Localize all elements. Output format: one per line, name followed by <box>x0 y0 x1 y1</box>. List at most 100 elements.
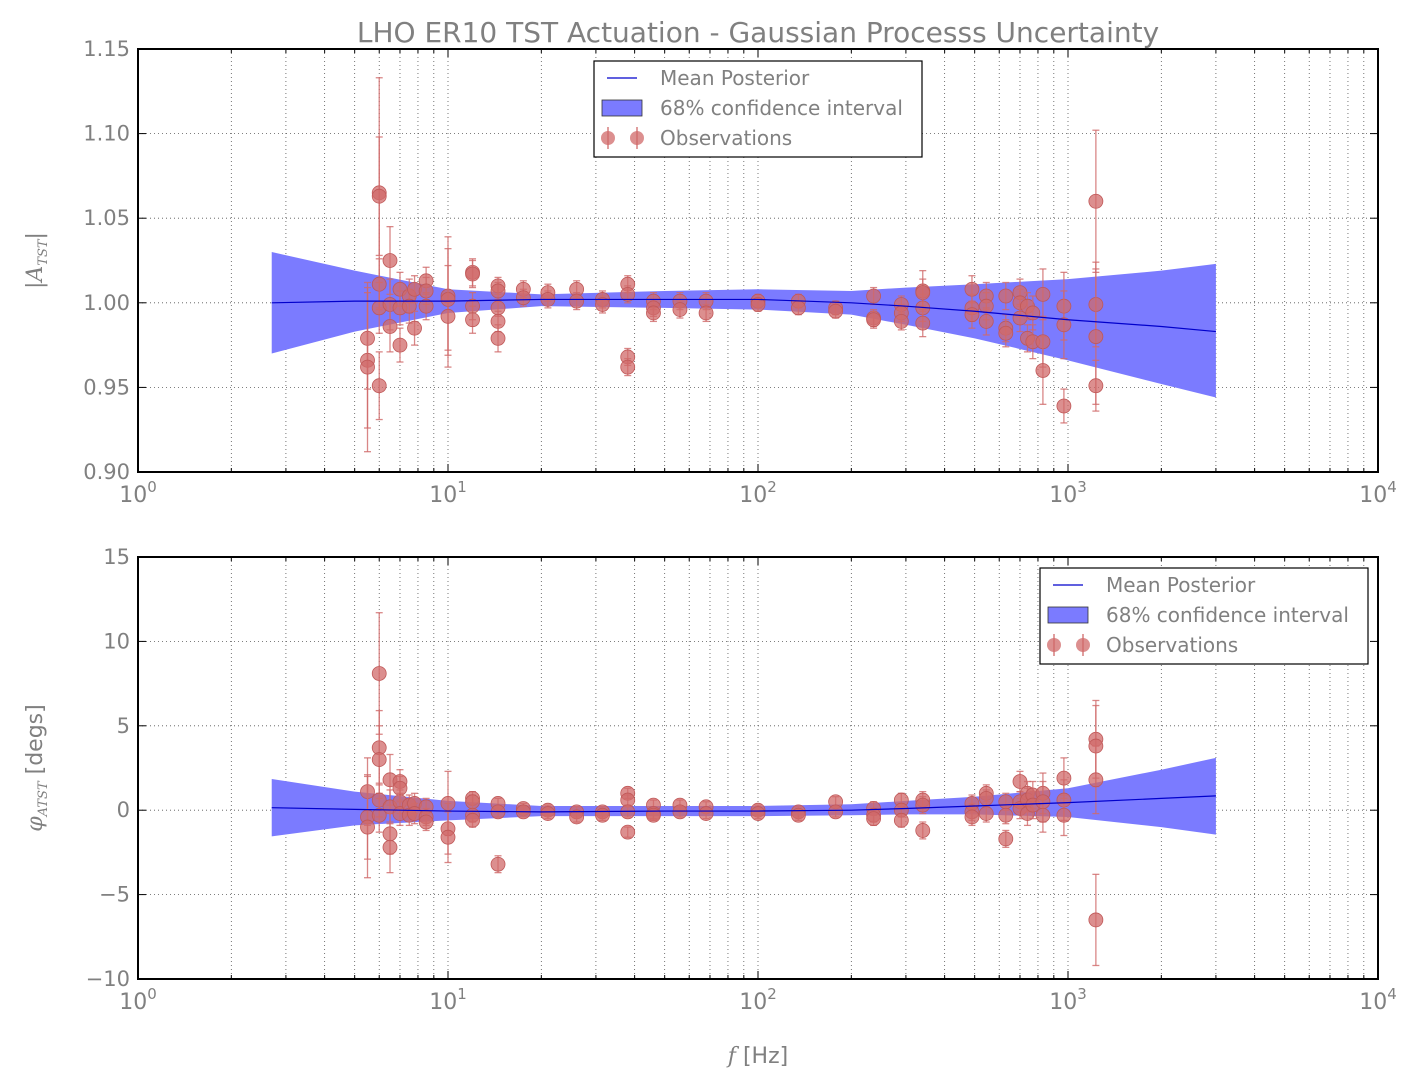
observation-point <box>392 337 408 353</box>
observation-point <box>620 286 636 302</box>
observation-point <box>866 312 882 328</box>
x-tick-label: 100 <box>119 478 157 508</box>
observations <box>360 612 1104 967</box>
y-tick-label: 0 <box>117 798 130 822</box>
observation-point <box>569 809 585 825</box>
legend-entry-label: Mean Posterior <box>1106 573 1256 597</box>
confidence-band <box>271 252 1216 398</box>
observation-point <box>998 807 1014 823</box>
observation-point <box>1088 329 1104 345</box>
observation-point <box>791 300 806 316</box>
ticks <box>137 48 1378 473</box>
legend-band-swatch <box>601 99 643 117</box>
x-tick-label: 104 <box>1359 985 1397 1015</box>
observation-point <box>440 308 456 324</box>
legend-obs-marker <box>1047 638 1061 652</box>
y-tick-label: 15 <box>103 545 130 569</box>
legend: Mean Posterior 68% confidence interval Obs… <box>1039 567 1369 665</box>
observation-point <box>595 297 610 312</box>
observation-point <box>646 807 661 823</box>
x-tick-label: 103 <box>1049 478 1087 508</box>
legend-obs-marker <box>630 131 644 145</box>
y-tick-label: 1.15 <box>83 37 130 61</box>
mean-line <box>271 298 1216 333</box>
x-tick-label: 104 <box>1359 478 1397 508</box>
observation-point <box>490 330 506 346</box>
observation-point <box>595 807 610 823</box>
observation-point <box>382 319 398 334</box>
observation-point <box>371 752 387 767</box>
observation-point <box>1088 772 1104 788</box>
observation-point <box>382 253 398 268</box>
ticks <box>137 556 1378 980</box>
observation-point <box>672 302 688 317</box>
legend-band-swatch <box>1047 606 1089 624</box>
magnitude-panel: 0.90 0.95 1.00 1.05 1.10 1.15 100 101 102 103 104 |… <box>23 37 1397 508</box>
observation-point <box>540 806 556 821</box>
observation-point <box>978 790 994 806</box>
legend-entry-label: 68% confidence interval <box>660 96 903 120</box>
x-axis-label: f [Hz] <box>726 1044 788 1069</box>
y-tick-label: 1.10 <box>83 122 130 146</box>
legend-entry-label: 68% confidence interval <box>1106 603 1349 627</box>
observation-point <box>672 804 688 820</box>
x-tick-label: 100 <box>119 985 157 1015</box>
legend-obs-marker <box>601 131 615 145</box>
observation-point <box>371 378 387 394</box>
observation-point <box>1035 286 1051 302</box>
observation-point <box>791 807 806 823</box>
observation-point <box>698 305 714 321</box>
observation-point <box>828 303 844 319</box>
observation-point <box>828 804 844 820</box>
observation-point <box>866 288 882 304</box>
phase-panel: −10 −5 0 5 10 15 100 101 102 103 104 φATST [degs] Me… <box>23 545 1397 1015</box>
legend-obs-marker <box>1076 638 1090 652</box>
observation-point <box>371 807 387 823</box>
observation-point <box>866 811 882 827</box>
y-tick-label: 10 <box>103 629 130 653</box>
observation-point <box>750 297 766 312</box>
observation-point <box>515 290 531 306</box>
legend-entry-label: Observations <box>1106 633 1238 657</box>
y-tick-label: −10 <box>86 967 130 991</box>
observation-point <box>1088 912 1104 928</box>
observation-point <box>465 812 480 828</box>
x-tick-label: 101 <box>429 478 467 508</box>
mean-line <box>271 795 1216 813</box>
observation-point <box>1025 305 1041 321</box>
observation-point <box>382 839 398 855</box>
y-axis-label: φATST [degs] <box>23 704 51 831</box>
observation-point <box>371 666 387 681</box>
observation-point <box>465 312 480 328</box>
observation-point <box>465 266 480 282</box>
legend-box <box>593 60 923 158</box>
observation-point <box>465 794 480 810</box>
observations <box>360 77 1104 453</box>
observation-point <box>1088 193 1104 209</box>
observation-point <box>1056 398 1072 414</box>
observation-point <box>1035 363 1051 378</box>
observation-point <box>407 320 422 336</box>
y-tick-label: 0.95 <box>83 375 130 399</box>
y-tick-label: 1.05 <box>83 206 130 230</box>
observation-point <box>620 824 636 840</box>
observation-point <box>893 812 909 828</box>
observation-point <box>360 359 375 375</box>
y-tick-label: 1.00 <box>83 291 130 315</box>
legend: Mean Posterior 68% confidence interval Obs… <box>593 60 923 158</box>
observation-point <box>978 314 994 329</box>
observation-point <box>569 293 585 309</box>
observation-point <box>978 806 994 821</box>
observation-point <box>915 797 931 813</box>
observation-point <box>620 359 636 375</box>
observation-point <box>418 814 434 830</box>
confidence-band <box>271 757 1216 837</box>
observation-point <box>1056 317 1072 333</box>
observation-point <box>360 819 375 835</box>
observation-point <box>490 283 506 299</box>
observation-point <box>1035 807 1051 823</box>
observation-point <box>915 315 931 331</box>
observation-point <box>893 314 909 329</box>
observation-point <box>1012 310 1028 326</box>
